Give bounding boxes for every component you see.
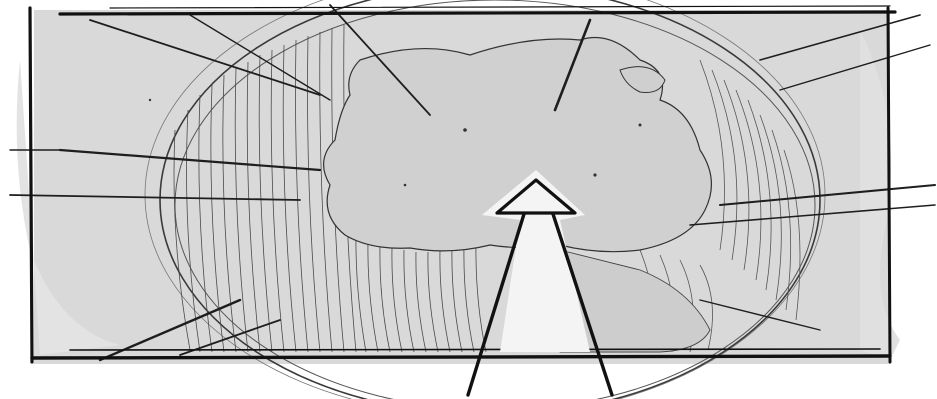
globe-outline xyxy=(159,0,821,399)
panel-frame xyxy=(28,5,897,364)
continent-peninsula xyxy=(619,66,666,93)
continent-outline xyxy=(323,36,713,253)
arrow-glow xyxy=(482,170,590,352)
arrow-head xyxy=(495,178,577,215)
wash-smudge-right xyxy=(860,30,900,360)
wash-smudge-left xyxy=(16,60,121,355)
arrow-shaft-left xyxy=(466,212,526,397)
globe-outline-echo xyxy=(174,0,816,399)
up-arrow xyxy=(466,170,614,397)
speed-lines xyxy=(9,4,936,362)
arrow-shaft-right xyxy=(551,212,614,397)
pencil-specks xyxy=(148,98,642,187)
